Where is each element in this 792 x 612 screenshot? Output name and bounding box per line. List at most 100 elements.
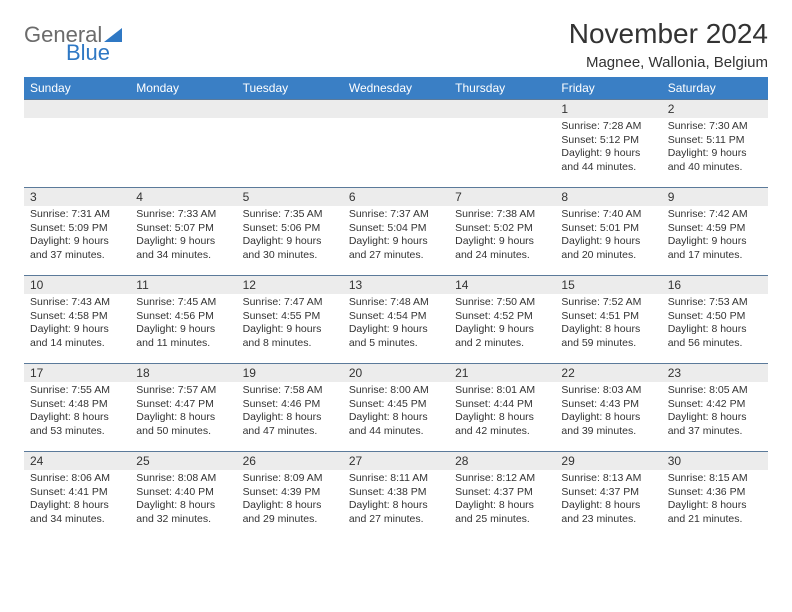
sunrise-text: Sunrise: 7:55 AM — [30, 384, 124, 398]
calendar-row: 24Sunrise: 8:06 AMSunset: 4:41 PMDayligh… — [24, 452, 768, 540]
day-number: 1 — [555, 100, 661, 118]
dayheader-sunday: Sunday — [24, 77, 130, 100]
calendar-row: 3Sunrise: 7:31 AMSunset: 5:09 PMDaylight… — [24, 188, 768, 276]
sunset-text: Sunset: 4:42 PM — [668, 398, 762, 412]
calendar-cell: 10Sunrise: 7:43 AMSunset: 4:58 PMDayligh… — [24, 276, 130, 364]
calendar-cell: 15Sunrise: 7:52 AMSunset: 4:51 PMDayligh… — [555, 276, 661, 364]
calendar-cell: 8Sunrise: 7:40 AMSunset: 5:01 PMDaylight… — [555, 188, 661, 276]
daylight-text: Daylight: 9 hours and 20 minutes. — [561, 235, 655, 262]
daylight-text: Daylight: 8 hours and 29 minutes. — [243, 499, 337, 526]
cell-body: Sunrise: 7:53 AMSunset: 4:50 PMDaylight:… — [662, 294, 768, 355]
sunrise-text: Sunrise: 7:35 AM — [243, 208, 337, 222]
sunrise-text: Sunrise: 7:50 AM — [455, 296, 549, 310]
calendar-cell: 13Sunrise: 7:48 AMSunset: 4:54 PMDayligh… — [343, 276, 449, 364]
day-number: 9 — [662, 188, 768, 206]
dayheader-tuesday: Tuesday — [237, 77, 343, 100]
day-number: 23 — [662, 364, 768, 382]
calendar-cell: 26Sunrise: 8:09 AMSunset: 4:39 PMDayligh… — [237, 452, 343, 540]
calendar-cell: 16Sunrise: 7:53 AMSunset: 4:50 PMDayligh… — [662, 276, 768, 364]
calendar-row: 17Sunrise: 7:55 AMSunset: 4:48 PMDayligh… — [24, 364, 768, 452]
sunset-text: Sunset: 4:56 PM — [136, 310, 230, 324]
day-number: 21 — [449, 364, 555, 382]
cell-body: Sunrise: 8:05 AMSunset: 4:42 PMDaylight:… — [662, 382, 768, 443]
day-number: 19 — [237, 364, 343, 382]
calendar-cell: 4Sunrise: 7:33 AMSunset: 5:07 PMDaylight… — [130, 188, 236, 276]
day-number: 29 — [555, 452, 661, 470]
calendar-cell: 25Sunrise: 8:08 AMSunset: 4:40 PMDayligh… — [130, 452, 236, 540]
cell-body — [24, 118, 130, 178]
daylight-text: Daylight: 9 hours and 27 minutes. — [349, 235, 443, 262]
cell-body: Sunrise: 7:31 AMSunset: 5:09 PMDaylight:… — [24, 206, 130, 267]
sunset-text: Sunset: 4:46 PM — [243, 398, 337, 412]
daylight-text: Daylight: 8 hours and 42 minutes. — [455, 411, 549, 438]
sunrise-text: Sunrise: 7:42 AM — [668, 208, 762, 222]
sunrise-text: Sunrise: 8:06 AM — [30, 472, 124, 486]
day-number: 15 — [555, 276, 661, 294]
day-number — [343, 100, 449, 118]
cell-body: Sunrise: 8:15 AMSunset: 4:36 PMDaylight:… — [662, 470, 768, 531]
sunset-text: Sunset: 4:51 PM — [561, 310, 655, 324]
sunset-text: Sunset: 4:58 PM — [30, 310, 124, 324]
cell-body: Sunrise: 7:58 AMSunset: 4:46 PMDaylight:… — [237, 382, 343, 443]
daylight-text: Daylight: 9 hours and 44 minutes. — [561, 147, 655, 174]
sunrise-text: Sunrise: 8:15 AM — [668, 472, 762, 486]
sunrise-text: Sunrise: 7:40 AM — [561, 208, 655, 222]
cell-body: Sunrise: 8:00 AMSunset: 4:45 PMDaylight:… — [343, 382, 449, 443]
dayheader-saturday: Saturday — [662, 77, 768, 100]
sunset-text: Sunset: 4:54 PM — [349, 310, 443, 324]
calendar-cell: 9Sunrise: 7:42 AMSunset: 4:59 PMDaylight… — [662, 188, 768, 276]
cell-body: Sunrise: 7:42 AMSunset: 4:59 PMDaylight:… — [662, 206, 768, 267]
brand-logo: General Blue — [24, 24, 122, 64]
daylight-text: Daylight: 8 hours and 34 minutes. — [30, 499, 124, 526]
daylight-text: Daylight: 8 hours and 50 minutes. — [136, 411, 230, 438]
cell-body — [449, 118, 555, 178]
cell-body: Sunrise: 7:28 AMSunset: 5:12 PMDaylight:… — [555, 118, 661, 179]
sunrise-text: Sunrise: 8:13 AM — [561, 472, 655, 486]
cell-body: Sunrise: 7:50 AMSunset: 4:52 PMDaylight:… — [449, 294, 555, 355]
sunrise-text: Sunrise: 7:30 AM — [668, 120, 762, 134]
sunrise-text: Sunrise: 7:37 AM — [349, 208, 443, 222]
calendar-cell: 11Sunrise: 7:45 AMSunset: 4:56 PMDayligh… — [130, 276, 236, 364]
dayheader-wednesday: Wednesday — [343, 77, 449, 100]
cell-body: Sunrise: 7:35 AMSunset: 5:06 PMDaylight:… — [237, 206, 343, 267]
sunrise-text: Sunrise: 7:48 AM — [349, 296, 443, 310]
sunrise-text: Sunrise: 8:08 AM — [136, 472, 230, 486]
cell-body: Sunrise: 7:43 AMSunset: 4:58 PMDaylight:… — [24, 294, 130, 355]
day-number: 6 — [343, 188, 449, 206]
calendar-cell: 21Sunrise: 8:01 AMSunset: 4:44 PMDayligh… — [449, 364, 555, 452]
day-number: 27 — [343, 452, 449, 470]
sunrise-text: Sunrise: 8:05 AM — [668, 384, 762, 398]
sunrise-text: Sunrise: 7:31 AM — [30, 208, 124, 222]
sunset-text: Sunset: 5:11 PM — [668, 134, 762, 148]
header: General Blue November 2024 Magnee, Wallo… — [24, 18, 768, 71]
daylight-text: Daylight: 9 hours and 8 minutes. — [243, 323, 337, 350]
day-number — [449, 100, 555, 118]
cell-body: Sunrise: 7:55 AMSunset: 4:48 PMDaylight:… — [24, 382, 130, 443]
calendar-row: 10Sunrise: 7:43 AMSunset: 4:58 PMDayligh… — [24, 276, 768, 364]
day-number: 8 — [555, 188, 661, 206]
cell-body — [343, 118, 449, 178]
calendar-head: Sunday Monday Tuesday Wednesday Thursday… — [24, 77, 768, 100]
day-number: 30 — [662, 452, 768, 470]
daylight-text: Daylight: 8 hours and 21 minutes. — [668, 499, 762, 526]
sunrise-text: Sunrise: 8:09 AM — [243, 472, 337, 486]
calendar-row: 1Sunrise: 7:28 AMSunset: 5:12 PMDaylight… — [24, 100, 768, 188]
calendar-cell: 3Sunrise: 7:31 AMSunset: 5:09 PMDaylight… — [24, 188, 130, 276]
sunrise-text: Sunrise: 7:43 AM — [30, 296, 124, 310]
cell-body: Sunrise: 8:12 AMSunset: 4:37 PMDaylight:… — [449, 470, 555, 531]
calendar-cell: 18Sunrise: 7:57 AMSunset: 4:47 PMDayligh… — [130, 364, 236, 452]
day-number: 25 — [130, 452, 236, 470]
day-number: 3 — [24, 188, 130, 206]
calendar-cell — [449, 100, 555, 188]
sunset-text: Sunset: 4:40 PM — [136, 486, 230, 500]
day-number: 24 — [24, 452, 130, 470]
day-number: 13 — [343, 276, 449, 294]
calendar-cell: 5Sunrise: 7:35 AMSunset: 5:06 PMDaylight… — [237, 188, 343, 276]
brand-word-2: Blue — [66, 42, 122, 64]
day-number: 10 — [24, 276, 130, 294]
cell-body: Sunrise: 8:09 AMSunset: 4:39 PMDaylight:… — [237, 470, 343, 531]
sunrise-text: Sunrise: 7:45 AM — [136, 296, 230, 310]
calendar-cell: 23Sunrise: 8:05 AMSunset: 4:42 PMDayligh… — [662, 364, 768, 452]
sunset-text: Sunset: 5:02 PM — [455, 222, 549, 236]
calendar-cell: 19Sunrise: 7:58 AMSunset: 4:46 PMDayligh… — [237, 364, 343, 452]
